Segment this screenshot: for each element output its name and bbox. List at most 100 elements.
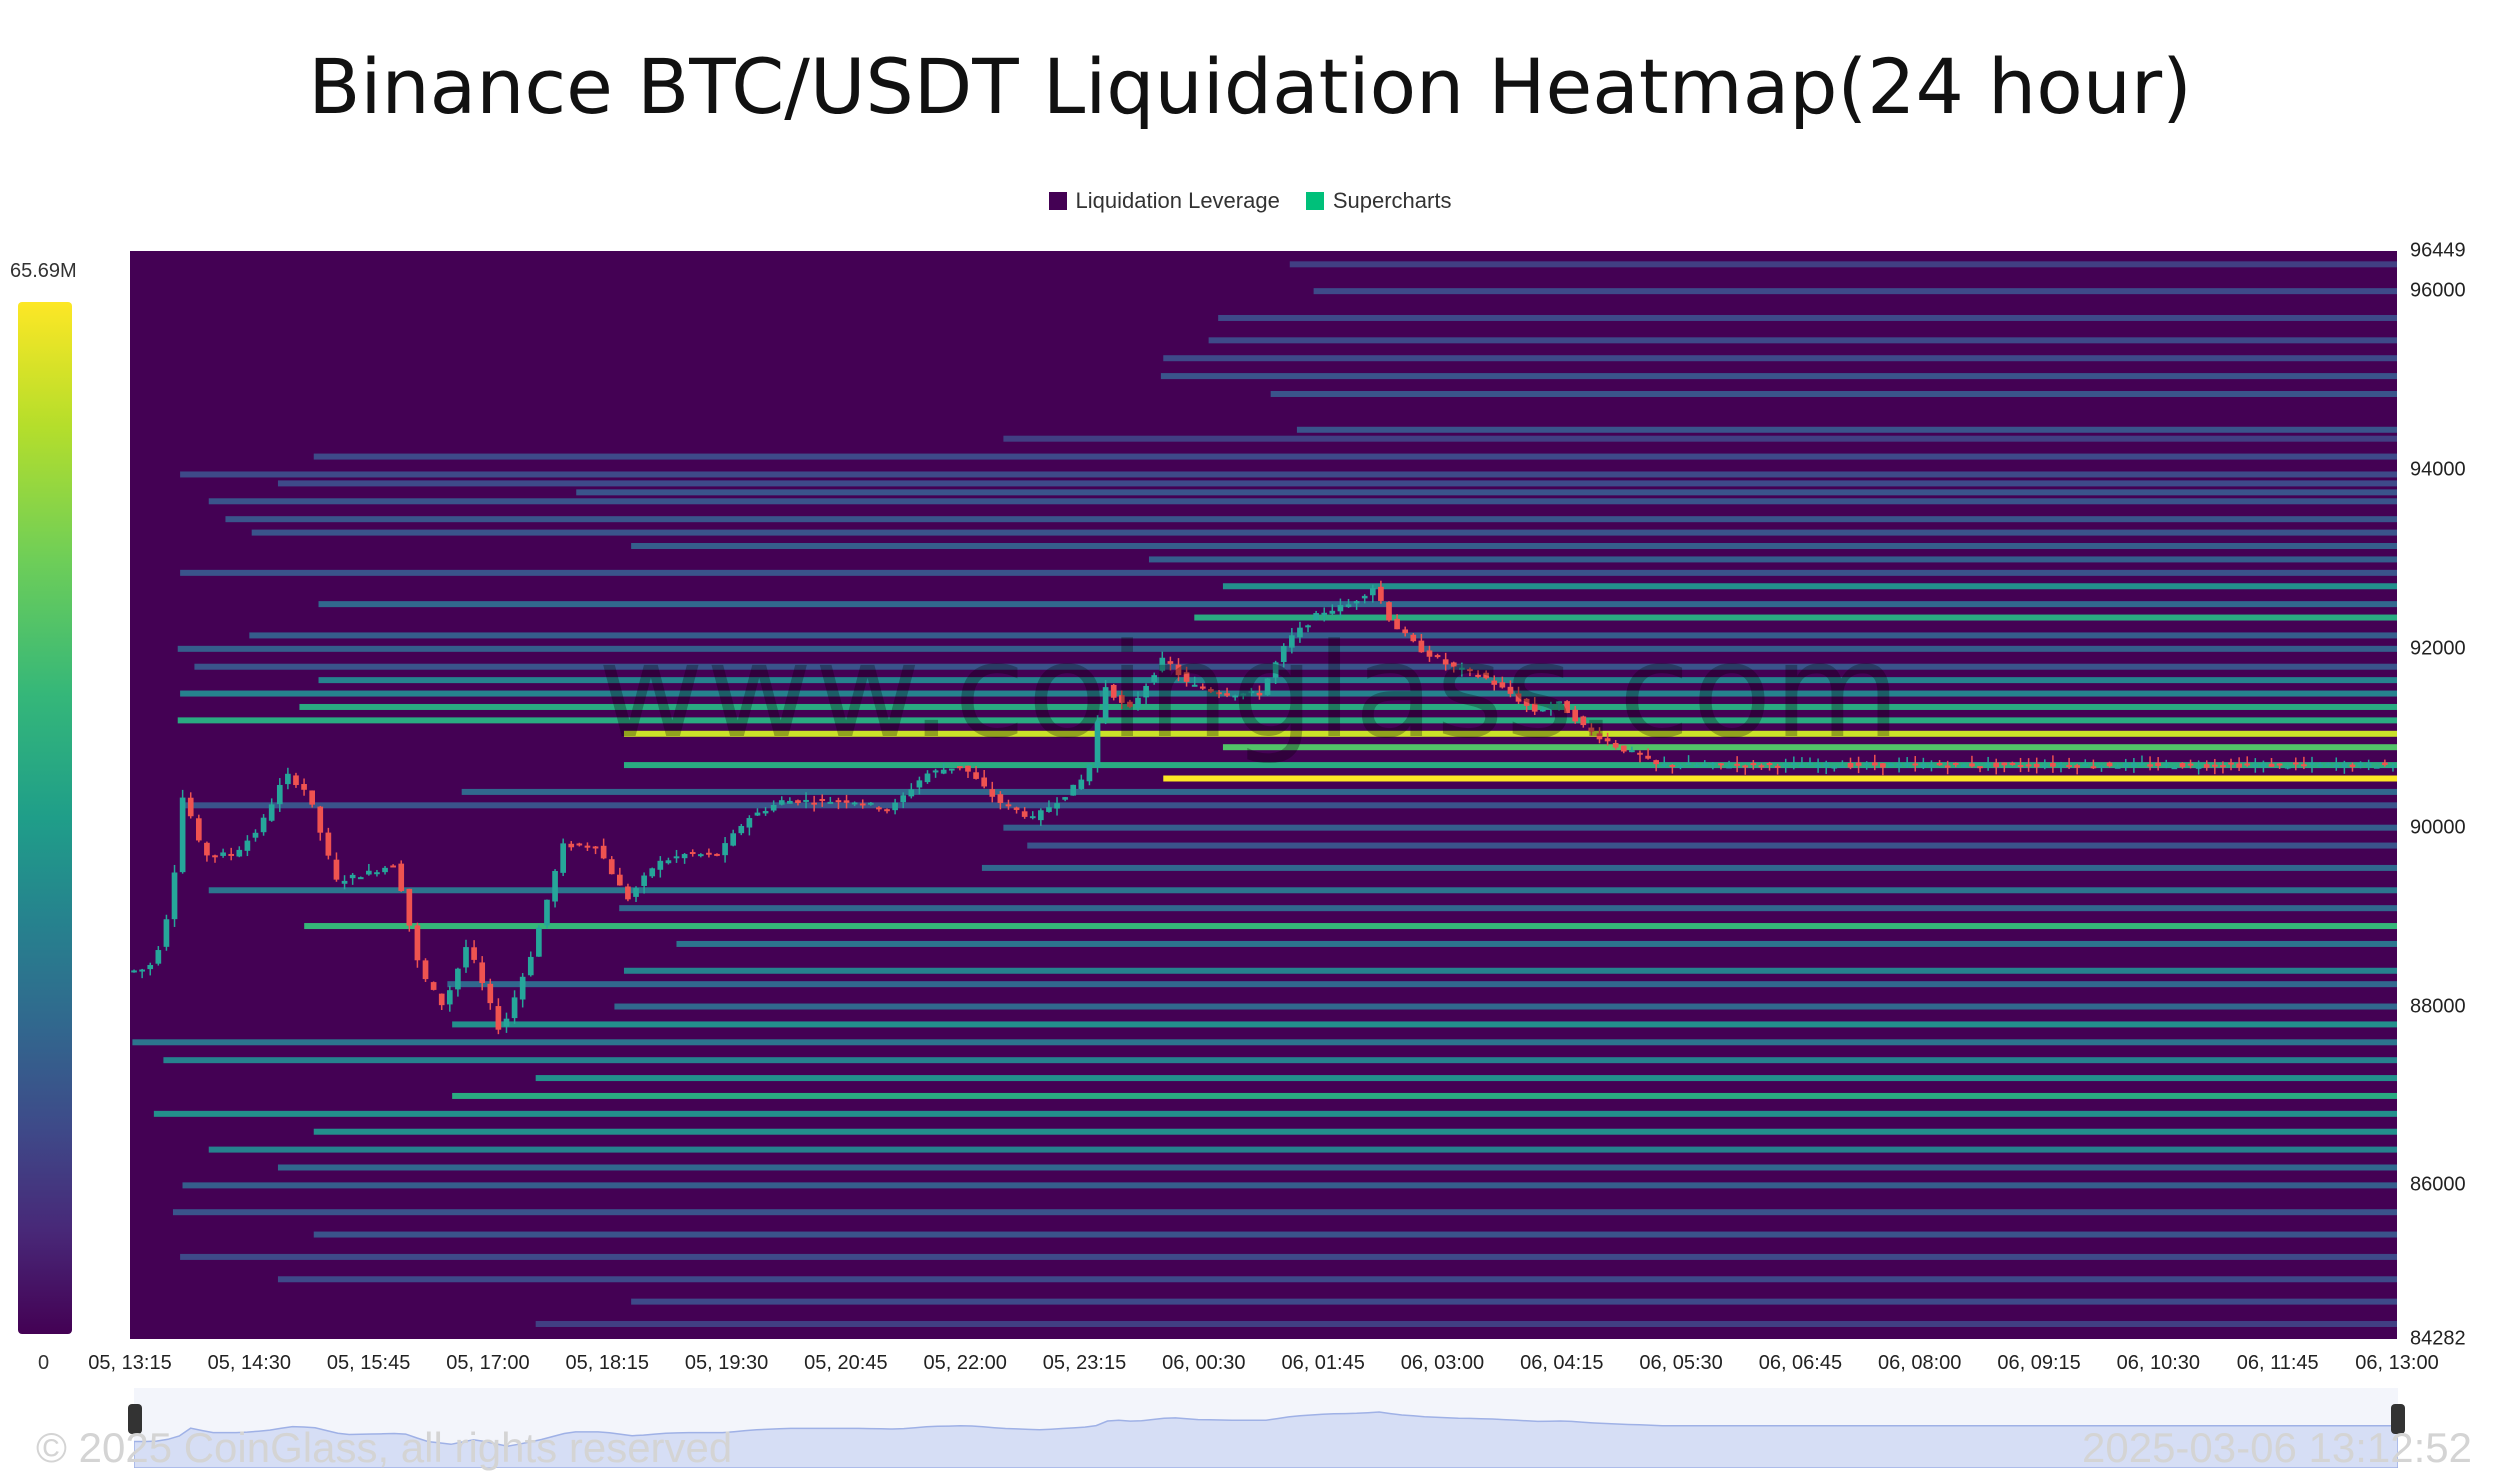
- candle-body: [2066, 765, 2072, 768]
- candle-body: [989, 789, 996, 797]
- candle-body: [746, 818, 753, 828]
- y-tick-label: 84282: [2410, 1327, 2466, 1350]
- candle-body: [1790, 763, 1797, 766]
- candle-body: [1005, 804, 1012, 807]
- liquidation-band: [177, 645, 2397, 652]
- candle-body: [2325, 763, 2332, 766]
- liquidation-band: [194, 663, 2398, 670]
- candle-body: [697, 854, 704, 857]
- candle-body: [293, 775, 299, 786]
- candle-body: [608, 859, 615, 875]
- candle-body: [892, 802, 898, 811]
- navigator-left-handle[interactable]: [128, 1404, 142, 1434]
- liquidation-band: [1148, 556, 2397, 563]
- legend-label-liquidation-leverage: Liquidation Leverage: [1075, 188, 1280, 213]
- candle-body: [1070, 784, 1077, 796]
- x-tick-label: 05, 17:00: [446, 1352, 530, 1374]
- color-scale-min-label: 0: [38, 1352, 50, 1374]
- candle-body: [1086, 764, 1093, 782]
- candle-body: [2017, 765, 2024, 768]
- navigator-right-handle[interactable]: [2391, 1404, 2405, 1434]
- candle-body: [195, 818, 202, 841]
- candle-body: [252, 832, 259, 838]
- candle-body: [1880, 763, 1886, 768]
- liquidation-band: [1160, 373, 2397, 380]
- candle-body: [1345, 604, 1352, 608]
- candle-body: [1637, 752, 1643, 755]
- range-navigator[interactable]: [133, 1388, 2399, 1469]
- candle-body: [260, 817, 267, 833]
- liquidation-band: [452, 1021, 2398, 1028]
- liquidation-band: [225, 516, 2397, 523]
- candle-body: [2058, 764, 2064, 767]
- liquidation-band: [299, 703, 2397, 710]
- candle-body: [657, 860, 664, 870]
- candle-body: [876, 807, 882, 810]
- liquidation-band: [318, 601, 2397, 608]
- candle-body: [552, 870, 558, 902]
- candle-body: [1038, 810, 1044, 821]
- candle-body: [2041, 765, 2048, 768]
- candle-body: [1021, 811, 1028, 817]
- liquidation-band: [1003, 435, 2397, 442]
- timestamp-text: 2025-03-06 13:12:52: [2082, 1424, 2472, 1471]
- candle-body: [390, 865, 396, 868]
- x-tick-label: 05, 23:15: [1042, 1352, 1127, 1374]
- liquidation-band: [981, 864, 2397, 871]
- liquidation-band: [676, 940, 2397, 947]
- x-tick-label: 05, 18:15: [565, 1352, 649, 1374]
- candle-body: [1661, 763, 1668, 766]
- legend: Liquidation Leverage Supercharts: [0, 188, 2500, 214]
- legend-item-supercharts[interactable]: Supercharts: [1305, 188, 1451, 214]
- color-scale-bar[interactable]: [18, 302, 72, 1334]
- candle-body: [965, 765, 971, 772]
- liquidation-band: [177, 717, 2397, 724]
- candle-body: [1920, 763, 1927, 768]
- candle-body: [778, 800, 785, 805]
- candle-body: [1143, 685, 1149, 698]
- candle-body: [851, 802, 858, 805]
- liquidation-band: [251, 529, 2397, 536]
- candle-body: [544, 899, 550, 926]
- candle-body: [1596, 733, 1603, 740]
- candle-body: [1580, 716, 1587, 726]
- candle-body: [1483, 672, 1489, 679]
- candle-body: [236, 849, 243, 857]
- candle-body: [762, 811, 769, 814]
- candle-body: [1013, 807, 1020, 810]
- y-tick-label: 90000: [2410, 816, 2466, 839]
- candle-body: [2357, 762, 2364, 767]
- candle-body: [1629, 750, 1635, 753]
- candle-body: [2114, 766, 2121, 769]
- candle-body: [1742, 765, 1749, 768]
- candle-body: [997, 794, 1004, 804]
- candle-body: [2179, 763, 2186, 768]
- candle-body: [1499, 682, 1506, 688]
- candle-body: [487, 983, 494, 1004]
- candle-body: [382, 867, 388, 873]
- candle-body: [1952, 762, 1959, 765]
- candle-body: [1386, 602, 1392, 621]
- candle-body: [2373, 766, 2380, 769]
- candle-body: [2187, 763, 2194, 766]
- candle-body: [803, 799, 809, 802]
- candle-body: [471, 947, 477, 960]
- candle-body: [1426, 650, 1433, 657]
- candle-body: [1564, 701, 1570, 714]
- x-tick-label: 05, 13:15: [88, 1352, 172, 1374]
- liquidation-band: [576, 489, 2398, 496]
- liquidation-band: [631, 543, 2397, 550]
- candle-body: [2155, 762, 2161, 767]
- candle-body: [1701, 764, 1708, 767]
- candle-body: [1402, 629, 1409, 634]
- candle-body: [1758, 765, 1765, 768]
- y-tick-label: 92000: [2410, 637, 2466, 660]
- x-tick-label: 06, 00:30: [1162, 1352, 1246, 1374]
- candle-body: [2349, 764, 2356, 768]
- copyright-text: © 2025 CoinGlass, all rights reserved: [36, 1424, 733, 1471]
- candle-body: [1289, 635, 1295, 648]
- y-tick-label: 88000: [2410, 995, 2466, 1018]
- legend-item-liquidation-leverage[interactable]: Liquidation Leverage: [1048, 188, 1280, 214]
- candle-body: [908, 789, 915, 797]
